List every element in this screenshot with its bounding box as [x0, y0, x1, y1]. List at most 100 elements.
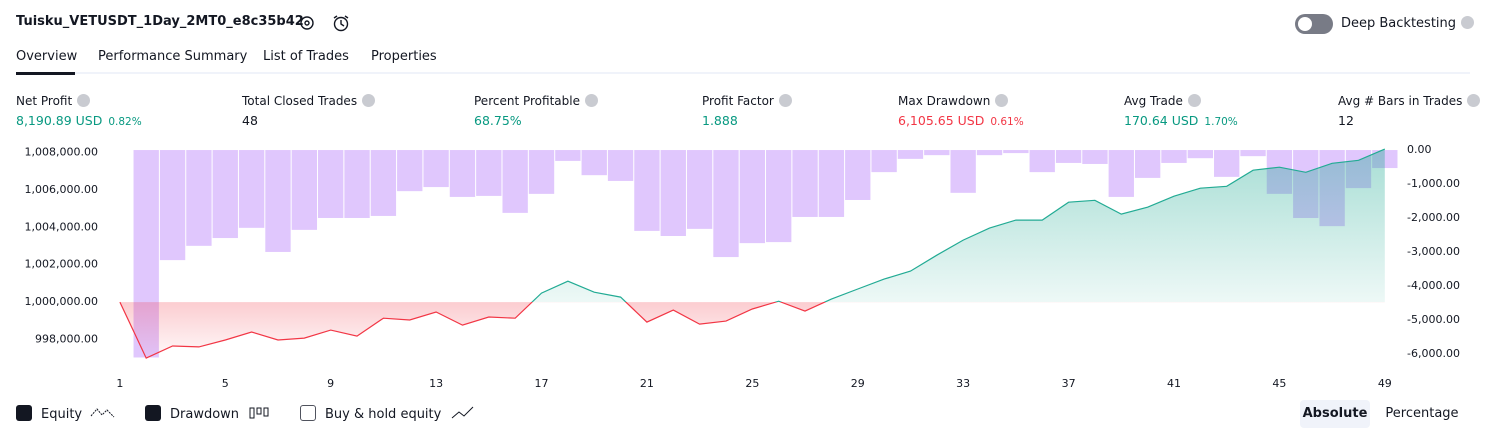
y-tick-label: 1,002,000.00: [25, 258, 98, 271]
stat-value: 68.75%: [474, 113, 522, 128]
drawdown-bar: [581, 150, 607, 176]
drawdown-bar: [528, 150, 555, 194]
stat-value: 170.64 USD 1.70%: [1124, 113, 1238, 128]
equity-chart: 998,000.00 1,000,000.00 1,002,000.00 1,004,…: [25, 143, 1460, 390]
help-icon[interactable]: [1461, 16, 1475, 29]
stat-value: 1.888: [702, 113, 738, 128]
stat-label: Avg Trade: [1124, 94, 1201, 108]
stat-value-text: 8,190.89 USD: [16, 113, 103, 128]
settings-icon[interactable]: [300, 16, 314, 30]
checkbox-checked[interactable]: [145, 405, 161, 421]
stat-value: 48: [242, 113, 258, 128]
info-icon[interactable]: [995, 94, 1009, 107]
drawdown-toggle[interactable]: Drawdown: [145, 405, 271, 422]
drawdown-bar: [1055, 150, 1082, 163]
drawdown-bar: [555, 150, 581, 161]
stat-value-text: 1.888: [702, 113, 738, 128]
drawdown-bar: [212, 150, 238, 239]
drawdown-bar: [924, 150, 950, 156]
stat-value-text: 68.75%: [474, 113, 522, 128]
drawdown-bar: [1240, 150, 1266, 157]
stat-value-text: 48: [242, 113, 258, 128]
checkbox-checked[interactable]: [16, 405, 32, 421]
x-tick-label: 9: [327, 377, 334, 390]
stat-label-text: Max Drawdown: [898, 94, 991, 108]
percentage-button[interactable]: Percentage: [1385, 406, 1459, 421]
deep-backtesting-label: Deep Backtesting: [1341, 16, 1475, 31]
drawdown-bar: [397, 150, 423, 192]
stat-label: Profit Factor: [702, 94, 792, 108]
x-tick-label: 5: [222, 377, 229, 390]
stat-percent: 1.70%: [1204, 116, 1238, 128]
drawdown-bar: [1187, 150, 1214, 159]
drawdown-bar: [739, 150, 766, 244]
deep-backtesting-toggle[interactable]: [1295, 14, 1333, 34]
info-icon[interactable]: [1187, 94, 1201, 107]
stat-label-text: Avg Trade: [1124, 94, 1183, 108]
y2-tick-label: -4,000.00: [1407, 279, 1460, 292]
drawdown-icon: [249, 407, 269, 419]
x-tick-label: 21: [640, 377, 654, 390]
stat-label: Max Drawdown: [898, 94, 1009, 108]
y2-tick-label: -5,000.00: [1407, 313, 1460, 326]
x-tick-label: 41: [1167, 377, 1181, 390]
y2-tick-label: -2,000.00: [1407, 211, 1460, 224]
legend-equity: Equity: [41, 407, 83, 422]
drawdown-bar: [607, 150, 634, 181]
y-tick-label: 1,006,000.00: [25, 183, 98, 196]
deep-backtesting-text: Deep Backtesting: [1341, 16, 1457, 31]
absolute-button[interactable]: Absolute: [1300, 400, 1370, 428]
stat-percent: 0.82%: [108, 116, 142, 128]
equity-toggle[interactable]: Equity: [16, 405, 116, 422]
x-tick-label: 1: [116, 377, 123, 390]
drawdown-bar: [1214, 150, 1240, 177]
drawdown-bar: [423, 150, 449, 188]
drawdown-bar: [476, 150, 502, 196]
drawdown-bar: [818, 150, 845, 217]
drawdown-bar: [976, 150, 1003, 156]
stat-label-text: Profit Factor: [702, 94, 774, 108]
drawdown-bar: [502, 150, 528, 213]
drawdown-bar: [1134, 150, 1161, 178]
drawdown-bar: [291, 150, 318, 230]
tab[interactable]: Properties: [371, 49, 437, 64]
stat-percent: 0.61%: [990, 116, 1024, 128]
tab[interactable]: List of Trades: [263, 49, 349, 64]
legend-drawdown: Drawdown: [170, 407, 240, 422]
icon-stroke: [90, 408, 115, 418]
stat-label: Net Profit: [16, 94, 91, 108]
checkbox-empty[interactable]: [300, 405, 316, 421]
info-icon[interactable]: [77, 94, 91, 107]
active-tab-underline: [16, 72, 75, 75]
buy-hold-icon: [452, 406, 474, 419]
y2-tick-label: -3,000.00: [1407, 245, 1460, 258]
info-icon[interactable]: [778, 94, 792, 107]
strategy-title: Tuisku_VETUSDT_1Day_2MT0_e8c35b42: [16, 14, 304, 29]
tab-divider: [16, 72, 1470, 74]
equity-line: [119, 148, 1386, 359]
icon-stroke: [249, 407, 269, 419]
stat-label: Percent Profitable: [474, 94, 598, 108]
y-tick-label: 1,000,000.00: [25, 295, 98, 308]
drawdown-bar: [265, 150, 291, 252]
stat-label-text: Total Closed Trades: [242, 94, 358, 108]
drawdown-bar: [792, 150, 818, 217]
info-icon[interactable]: [1467, 94, 1481, 107]
stat-value: 6,105.65 USD 0.61%: [898, 113, 1024, 128]
drawdown-bar: [1003, 150, 1029, 154]
tab[interactable]: Performance Summary: [98, 49, 248, 64]
info-icon[interactable]: [584, 94, 598, 107]
drawdown-bar: [159, 150, 186, 261]
settings-icon-core: [304, 20, 310, 26]
drawdown-bar: [1082, 150, 1108, 164]
drawdown-bar: [766, 150, 792, 243]
stat-value-text: 6,105.65 USD: [898, 113, 985, 128]
stat-label-text: Avg # Bars in Trades: [1338, 94, 1463, 108]
x-tick-label: 25: [745, 377, 759, 390]
tab[interactable]: Overview: [16, 49, 78, 64]
buy-hold-toggle[interactable]: Buy & hold equity: [300, 405, 475, 422]
alert-icon[interactable]: [333, 16, 349, 32]
drawdown-bar: [186, 150, 212, 246]
info-icon[interactable]: [362, 94, 376, 107]
